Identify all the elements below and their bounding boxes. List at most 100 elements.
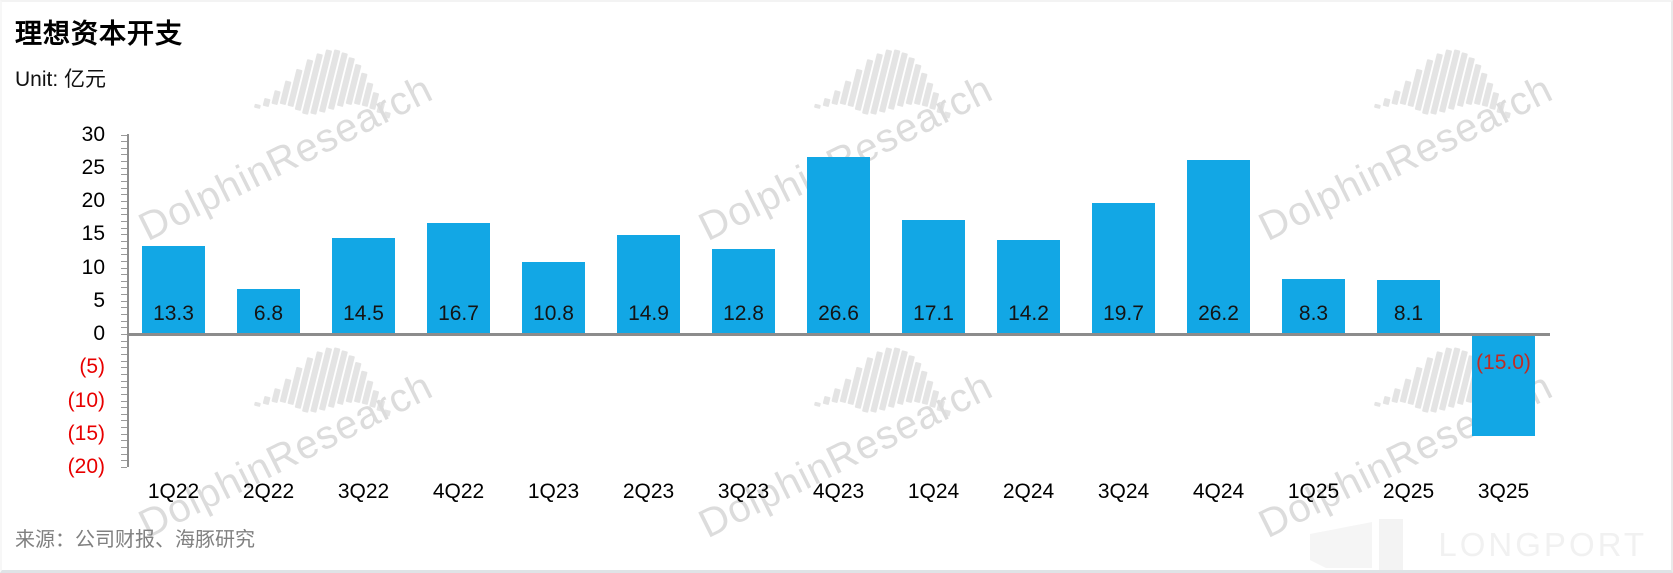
y-axis-line xyxy=(127,134,129,467)
y-axis-minor-tick xyxy=(121,321,127,322)
y-axis-minor-tick xyxy=(121,241,127,242)
x-axis-category-label: 2Q22 xyxy=(242,480,295,503)
y-axis-minor-tick xyxy=(121,254,127,255)
y-axis-minor-tick xyxy=(121,201,127,202)
y-axis-minor-tick xyxy=(121,208,127,209)
bar-value-label: 6.8 xyxy=(253,301,284,325)
y-axis-minor-tick xyxy=(121,294,127,295)
dolphin-logo-icon xyxy=(254,347,391,417)
y-axis-minor-tick xyxy=(121,440,127,441)
longport-brand: LONGPORT xyxy=(1306,516,1647,570)
y-axis-minor-tick xyxy=(121,174,127,175)
bar-4Q22: 16.7 xyxy=(427,222,490,334)
bar-value-label: 14.9 xyxy=(628,301,669,325)
x-axis-category-label: 2Q23 xyxy=(622,480,675,503)
y-axis-minor-tick xyxy=(121,248,127,249)
y-axis-minor-tick xyxy=(121,407,127,408)
bar-4Q23: 26.6 xyxy=(807,157,870,334)
y-axis-minor-tick xyxy=(121,161,127,162)
bar-3Q25: (15.0) xyxy=(1472,336,1535,436)
y-axis-minor-tick xyxy=(121,188,127,189)
y-axis-minor-tick xyxy=(121,301,127,302)
bar-value-label: 26.2 xyxy=(1198,301,1239,325)
y-axis-minor-tick xyxy=(121,460,127,461)
x-axis-category-label: 4Q23 xyxy=(812,480,865,503)
y-axis-minor-tick xyxy=(121,268,127,269)
bar-value-label: 19.7 xyxy=(1103,301,1144,325)
y-axis-tick-label: 25 xyxy=(81,155,105,179)
x-axis-category-label: 1Q24 xyxy=(907,480,960,503)
x-axis-category-label: 2Q25 xyxy=(1382,480,1435,503)
y-axis-minor-tick xyxy=(121,327,127,328)
bar-2Q25: 8.1 xyxy=(1377,280,1440,334)
source-note: 来源：公司财报、海豚研究 xyxy=(15,529,255,551)
dolphin-logo-icon xyxy=(1374,49,1511,119)
y-axis-minor-tick xyxy=(121,281,127,282)
y-axis-minor-tick xyxy=(121,234,127,235)
dolphin-logo-icon xyxy=(814,347,951,417)
y-axis-minor-tick xyxy=(121,374,127,375)
y-axis-minor-tick xyxy=(121,228,127,229)
y-axis-minor-tick xyxy=(121,367,127,368)
bar-1Q24: 17.1 xyxy=(902,220,965,334)
bar-value-label: 14.5 xyxy=(343,301,384,325)
bar-value-label: 12.8 xyxy=(723,301,764,325)
bar-value-label: (15.0) xyxy=(1476,351,1531,374)
y-axis-tick-label: 5 xyxy=(93,288,105,312)
bar-value-label: 13.3 xyxy=(153,301,194,325)
bar-3Q24: 19.7 xyxy=(1092,202,1155,334)
bar-value-label: 10.8 xyxy=(533,301,574,325)
bar-value-label: 16.7 xyxy=(438,301,479,325)
y-axis-minor-tick xyxy=(121,181,127,182)
longport-wordmark: LONGPORT xyxy=(1438,526,1647,563)
y-axis-minor-tick xyxy=(121,347,127,348)
y-axis-minor-tick xyxy=(121,434,127,435)
bar-value-label: 8.1 xyxy=(1393,301,1424,325)
x-axis-category-label: 1Q25 xyxy=(1287,480,1340,503)
y-axis-minor-tick xyxy=(121,135,127,136)
y-axis-minor-tick xyxy=(121,314,127,315)
x-axis-category-label: 3Q25 xyxy=(1477,480,1530,503)
y-axis-minor-tick xyxy=(121,307,127,308)
y-axis-minor-tick xyxy=(121,214,127,215)
y-axis-minor-tick xyxy=(121,387,127,388)
x-axis-category-label: 2Q24 xyxy=(1002,480,1055,503)
x-axis-category-label: 1Q23 xyxy=(527,480,580,503)
y-axis-minor-tick xyxy=(121,414,127,415)
y-axis-minor-tick xyxy=(121,194,127,195)
y-axis-minor-tick xyxy=(121,467,127,468)
y-axis-minor-tick xyxy=(121,334,127,335)
y-axis-minor-tick xyxy=(121,454,127,455)
bar-1Q22: 13.3 xyxy=(142,245,205,334)
x-axis-category-label: 4Q24 xyxy=(1192,480,1245,503)
y-axis-minor-tick xyxy=(121,141,127,142)
y-axis-minor-tick xyxy=(121,381,127,382)
bar-value-label: 17.1 xyxy=(913,301,954,325)
x-axis-baseline xyxy=(128,333,1550,336)
y-axis-tick-label: (10) xyxy=(67,388,105,412)
longport-logo-icon xyxy=(1310,519,1404,570)
y-axis-minor-tick xyxy=(121,361,127,362)
bar-value-label: 26.6 xyxy=(818,301,859,325)
x-axis-category-label: 4Q22 xyxy=(432,480,485,503)
bar-4Q24: 26.2 xyxy=(1187,159,1250,334)
y-axis-minor-tick xyxy=(121,401,127,402)
y-axis-minor-tick xyxy=(121,427,127,428)
y-axis-tick-label: 20 xyxy=(81,189,105,212)
y-axis-tick-label: (15) xyxy=(67,421,105,445)
bar-1Q23: 10.8 xyxy=(522,262,585,334)
y-axis-minor-tick xyxy=(121,287,127,288)
dolphin-logo-icon xyxy=(814,49,951,119)
y-axis-tick-label: 10 xyxy=(81,255,105,279)
y-axis-minor-tick xyxy=(121,394,127,395)
y-axis-minor-tick xyxy=(121,221,127,222)
y-axis-minor-tick xyxy=(121,261,127,262)
y-axis-tick-label: 30 xyxy=(81,122,105,146)
unit-label: Unit: 亿元 xyxy=(15,68,107,91)
y-axis-tick-label: 15 xyxy=(81,222,105,246)
y-axis-minor-tick xyxy=(121,274,127,275)
y-axis-minor-tick xyxy=(121,148,127,149)
y-axis-minor-tick xyxy=(121,420,127,421)
